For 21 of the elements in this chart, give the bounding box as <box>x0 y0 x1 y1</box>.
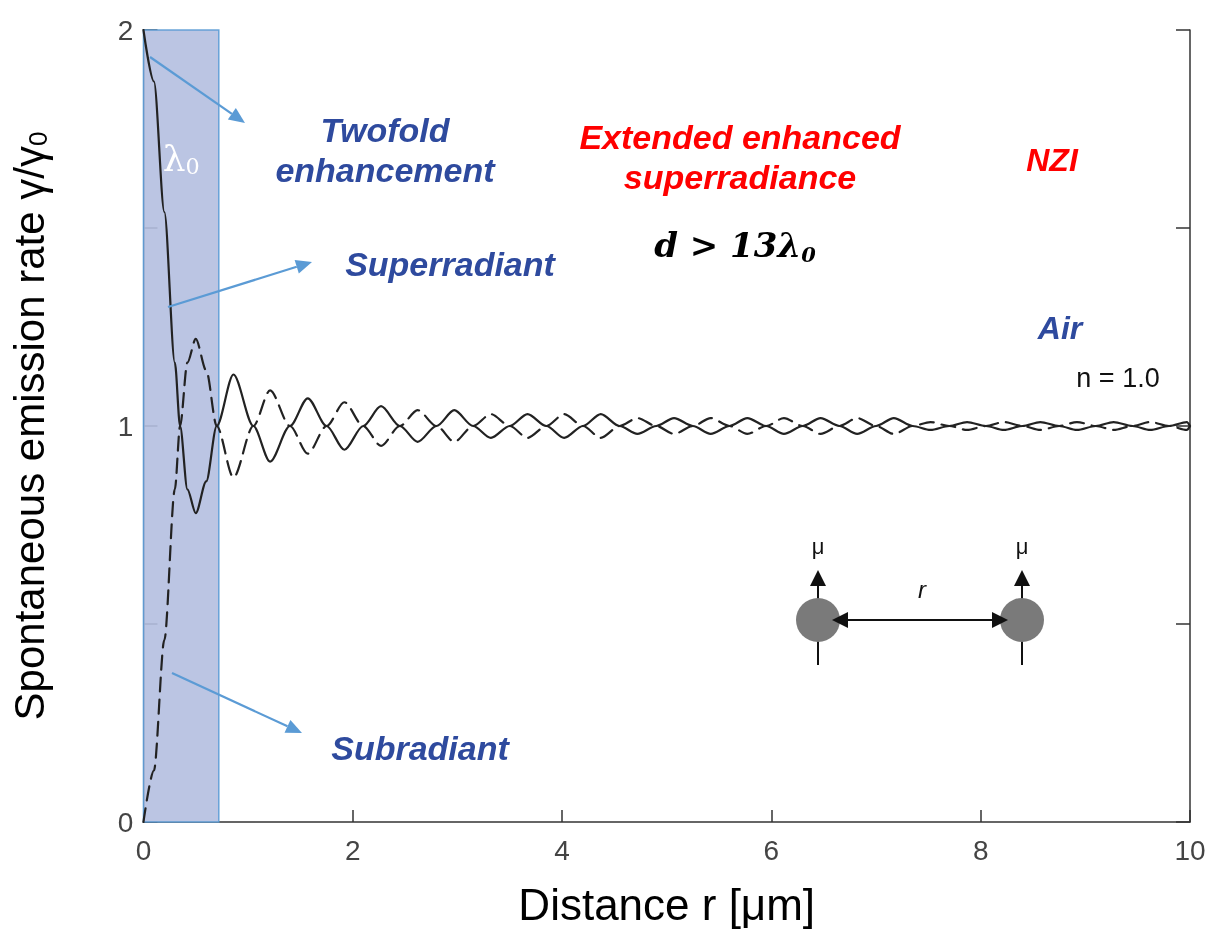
x-tick-label: 2 <box>344 834 361 866</box>
y-tick-label: 1 <box>117 410 134 442</box>
band-label: λ0 <box>162 137 200 180</box>
annotation: μ <box>811 533 825 559</box>
annotation: r <box>918 576 927 604</box>
y-tick-label: 2 <box>117 14 134 46</box>
x-axis-title: Distance r [μm] <box>518 879 816 929</box>
x-tick-label: 4 <box>554 834 570 866</box>
annotation: μ <box>1015 533 1029 559</box>
annotation: Extended enhanced superradiance <box>579 117 902 197</box>
y-tick-label: 0 <box>117 806 134 838</box>
annotation: Superradiant <box>345 245 557 283</box>
annotation: NZI <box>1026 142 1079 178</box>
annotation: Twofold enhancement <box>275 110 497 190</box>
annotation: Subradiant <box>331 729 511 767</box>
annotation: Air <box>1036 310 1084 346</box>
annotation: n = 1.0 <box>1076 363 1160 393</box>
x-tick-label: 10 <box>1174 834 1206 866</box>
x-tick-label: 8 <box>972 834 989 866</box>
x-tick-label: 6 <box>763 834 780 866</box>
y-axis-title: Spontaneous emission rate γ/γ0 <box>5 131 54 721</box>
